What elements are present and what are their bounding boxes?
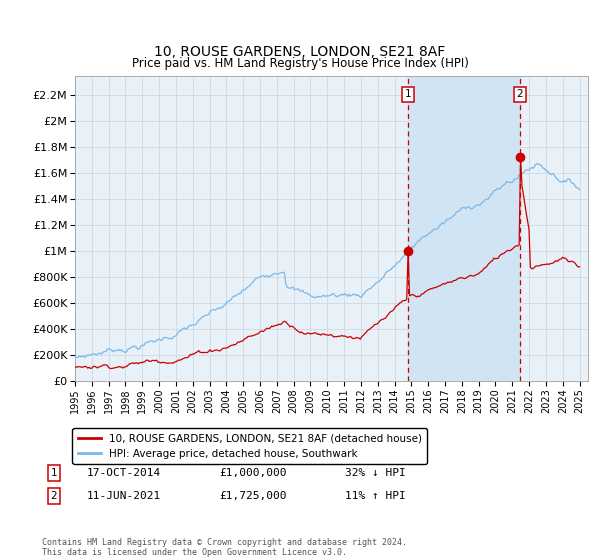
Text: £1,725,000: £1,725,000 (219, 491, 287, 501)
Text: 1: 1 (50, 468, 58, 478)
Bar (408, 76, 520, 381)
Text: 32% ↓ HPI: 32% ↓ HPI (345, 468, 406, 478)
Legend: 10, ROUSE GARDENS, LONDON, SE21 8AF (detached house), HPI: Average price, detach: 10, ROUSE GARDENS, LONDON, SE21 8AF (det… (73, 428, 427, 464)
Text: 1: 1 (405, 90, 412, 99)
Text: 10, ROUSE GARDENS, LONDON, SE21 8AF: 10, ROUSE GARDENS, LONDON, SE21 8AF (154, 45, 446, 59)
Text: Price paid vs. HM Land Registry's House Price Index (HPI): Price paid vs. HM Land Registry's House … (131, 57, 469, 70)
Text: 2: 2 (517, 90, 523, 99)
Text: 17-OCT-2014: 17-OCT-2014 (87, 468, 161, 478)
Text: Contains HM Land Registry data © Crown copyright and database right 2024.
This d: Contains HM Land Registry data © Crown c… (42, 538, 407, 557)
Text: £1,000,000: £1,000,000 (219, 468, 287, 478)
Text: 2: 2 (50, 491, 58, 501)
Text: 11-JUN-2021: 11-JUN-2021 (87, 491, 161, 501)
Text: 11% ↑ HPI: 11% ↑ HPI (345, 491, 406, 501)
